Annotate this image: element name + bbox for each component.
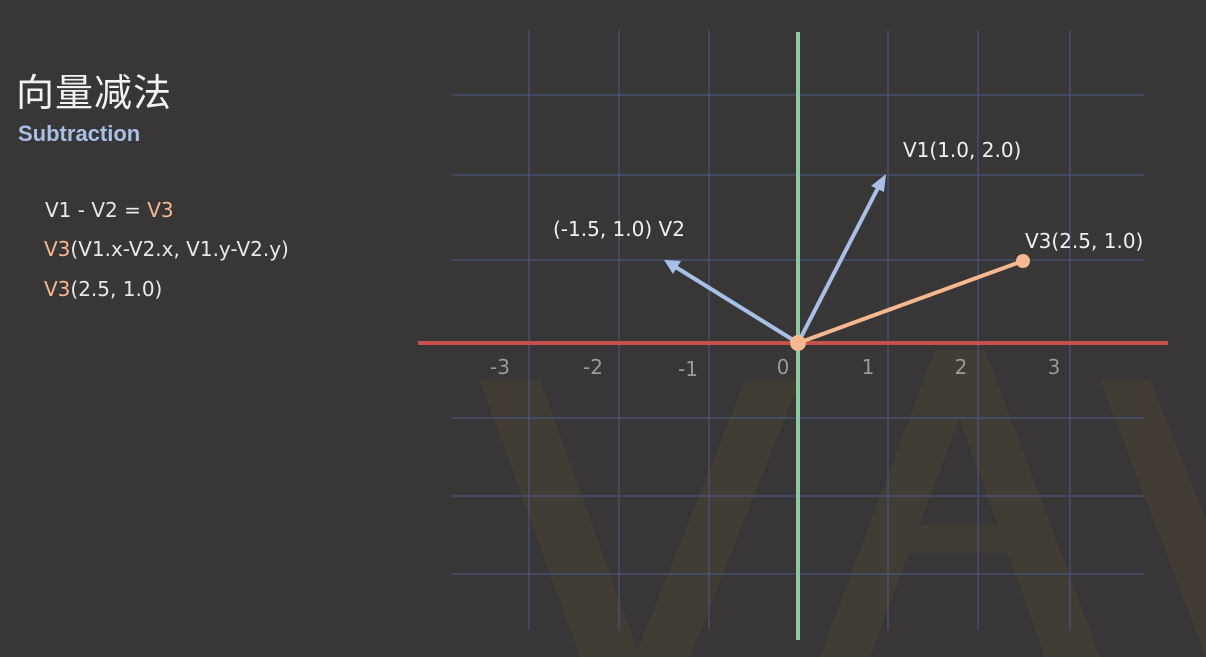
formula-2-name: V3	[44, 237, 71, 261]
x-tick-labels: -3 -2 -1 0 1 2 3	[490, 355, 1060, 381]
vector-v1	[796, 174, 886, 344]
formula-1-result: V3	[147, 198, 174, 222]
watermark	[480, 350, 1206, 657]
tick-label: -2	[583, 355, 603, 379]
formula-2-text: (V1.x-V2.x, V1.y-V2.y)	[70, 237, 289, 261]
vector-v3	[797, 254, 1030, 345]
formula-line-3: V3(2.5, 1.0)	[44, 277, 162, 301]
formula-3-text: (2.5, 1.0)	[70, 277, 163, 301]
page-subtitle: Subtraction	[18, 121, 141, 146]
page-title: 向量减法	[16, 71, 173, 115]
formula-line-2: V3(V1.x-V2.x, V1.y-V2.y)	[44, 237, 289, 261]
tick-label: 1	[862, 355, 875, 379]
tick-label: 2	[955, 355, 968, 379]
tick-label: 3	[1048, 355, 1061, 379]
tick-label: -3	[490, 355, 510, 379]
tick-label: 0	[777, 355, 790, 379]
v3-label: V3(2.5, 1.0)	[1025, 229, 1143, 253]
formula-line-1: V1 - V2 = V3	[45, 198, 174, 222]
formula-1-text: V1 - V2 =	[45, 198, 148, 222]
tick-label: -1	[678, 357, 698, 381]
vector-v2	[664, 260, 800, 345]
origin-point	[790, 335, 806, 351]
formula-3-name: V3	[44, 277, 71, 301]
v2-label: (-1.5, 1.0) V2	[553, 217, 685, 241]
v1-label: V1(1.0, 2.0)	[903, 138, 1021, 162]
